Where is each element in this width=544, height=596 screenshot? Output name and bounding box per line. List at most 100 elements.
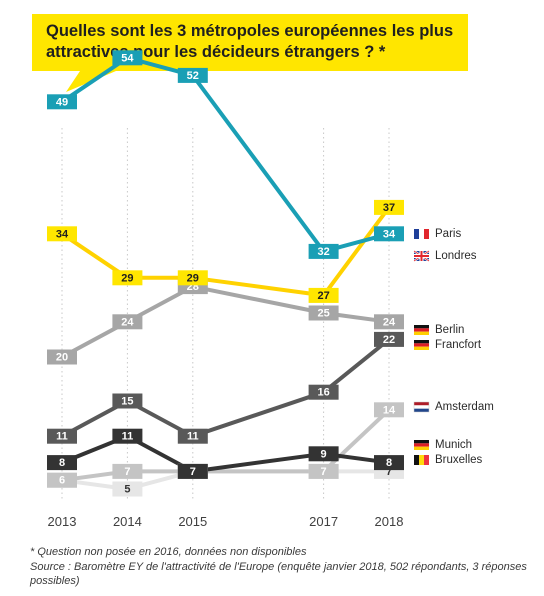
x-axis-ticks: 2013 2014 2015 2017 2018 <box>48 514 404 529</box>
data-label-text: 5 <box>124 484 130 496</box>
data-label-box <box>374 455 404 471</box>
series-line-londres <box>60 55 391 254</box>
source-note: Source : Baromètre EY de l'attractivité … <box>30 561 527 587</box>
data-label-text: 15 <box>121 396 133 408</box>
legend-item-francfort: Francfort <box>414 339 482 351</box>
legend-item-londres: Londres <box>413 250 477 262</box>
legend-label-paris: Paris <box>435 228 461 240</box>
data-label-text: 34 <box>383 228 396 240</box>
flag-netherlands-icon <box>413 401 430 413</box>
title-callout: Quelles sont les 3 métropoles européenne… <box>32 14 468 92</box>
data-label-box <box>308 463 339 479</box>
data-label-francfort-2017: 16 <box>308 384 339 400</box>
x-tick-2018: 2018 <box>375 514 404 529</box>
data-label-box <box>177 270 208 286</box>
data-label-box <box>308 287 339 303</box>
flag-belgium-icon <box>414 455 429 465</box>
flag-uk-icon <box>413 250 430 262</box>
legend-item-paris: Paris <box>414 228 461 240</box>
legend-label-amsterdam: Amsterdam <box>435 401 494 413</box>
data-label-text: 11 <box>122 431 134 443</box>
data-label-text: 11 <box>56 431 68 443</box>
data-label-text: 25 <box>317 308 329 320</box>
legend-label-londres: Londres <box>435 250 477 262</box>
data-label-text: 32 <box>317 246 329 258</box>
data-label-munich-2017: 9 <box>308 446 339 462</box>
legend: Paris Londres Berlin Francfort Amsterdam Muni… <box>413 228 494 466</box>
legend-label-munich: Munich <box>435 439 472 451</box>
data-label-box <box>112 428 143 444</box>
data-label-text: 24 <box>121 316 134 328</box>
data-label-text: 37 <box>383 202 395 214</box>
data-label-box <box>177 463 208 479</box>
data-label-box <box>47 455 77 471</box>
data-label-box <box>177 67 208 83</box>
data-label-box <box>47 226 77 242</box>
data-label-box <box>374 199 404 215</box>
data-label-text: 29 <box>121 272 133 284</box>
data-label-box <box>112 463 143 479</box>
data-label-paris-2013: 34 <box>47 226 77 242</box>
data-label-text: 9 <box>321 448 327 460</box>
data-label-text: 27 <box>317 290 329 302</box>
data-label-text: 11 <box>187 431 199 443</box>
data-label-box <box>374 402 404 418</box>
data-label-text: 49 <box>56 96 68 108</box>
data-label-box <box>47 94 77 110</box>
data-label-londres-2014: 54 <box>112 50 143 66</box>
data-label-text: 14 <box>383 404 396 416</box>
data-label-box <box>47 472 77 488</box>
data-label-box <box>112 270 143 286</box>
data-label-text: 8 <box>386 457 392 469</box>
data-label-box <box>374 314 404 330</box>
data-label-text: 54 <box>121 52 134 64</box>
data-label-francfort-2015: 11 <box>177 428 208 444</box>
data-label-text: 22 <box>383 334 395 346</box>
data-label-text: 7 <box>321 466 327 478</box>
series-line-francfort <box>60 337 391 439</box>
data-label-paris-2015: 29 <box>177 270 208 286</box>
data-label-text: 6 <box>59 475 65 487</box>
data-label-londres-2017: 32 <box>308 243 339 259</box>
legend-label-francfort: Francfort <box>435 339 482 351</box>
data-label-text: 20 <box>56 352 68 364</box>
flag-france-icon <box>414 229 429 239</box>
data-label-paris-2017: 27 <box>308 287 339 303</box>
data-label-text: 52 <box>187 70 199 82</box>
data-label-paris-2018: 37 <box>374 199 404 215</box>
legend-label-bruxelles: Bruxelles <box>435 454 483 466</box>
data-label-text: 8 <box>59 457 65 469</box>
data-label-box <box>112 50 143 66</box>
title-box <box>32 14 468 92</box>
data-label-box <box>112 314 143 330</box>
data-label-box <box>308 305 339 321</box>
data-label-text: 16 <box>317 387 329 399</box>
data-label-box <box>308 384 339 400</box>
flag-germany-icon <box>414 440 429 450</box>
data-label-box <box>112 481 143 497</box>
data-label-londres-2015: 52 <box>177 67 208 83</box>
data-label-box <box>47 428 77 444</box>
data-label-berlin-2013: 20 <box>47 349 77 365</box>
data-label-francfort-2014: 15 <box>112 393 143 409</box>
series-lines <box>60 55 391 491</box>
data-labels: 6577767771481179811151116222024282524342… <box>47 50 404 497</box>
data-label-munich-2015: 7 <box>177 463 208 479</box>
data-label-box <box>374 226 404 242</box>
legend-item-munich: Munich <box>414 439 472 451</box>
data-label-text: 7 <box>190 466 196 478</box>
data-label-bruxelles-2014: 5 <box>112 481 143 497</box>
data-label-londres-2013: 49 <box>47 94 77 110</box>
x-tick-2015: 2015 <box>178 514 207 529</box>
data-label-londres-2018: 34 <box>374 226 404 242</box>
series-line-paris <box>60 205 391 298</box>
data-label-text: 7 <box>124 466 130 478</box>
legend-label-berlin: Berlin <box>435 324 464 336</box>
data-label-berlin-2017: 25 <box>308 305 339 321</box>
flag-germany-icon <box>414 325 429 335</box>
data-label-text: 24 <box>383 316 396 328</box>
data-label-box <box>308 446 339 462</box>
data-label-text: 34 <box>56 228 69 240</box>
chart-title-line-2: attractives pour les décideurs étrangers… <box>46 43 386 61</box>
